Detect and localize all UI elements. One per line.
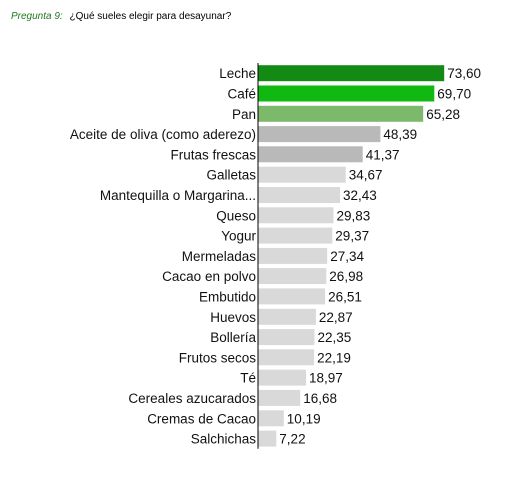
category-label: Cereales azucarados (128, 391, 256, 406)
value-label: 29,83 (337, 208, 371, 223)
category-label: Bollería (210, 330, 256, 345)
bar (258, 207, 334, 224)
category-label: Pan (232, 107, 256, 122)
bar (258, 389, 301, 406)
value-label: 73,60 (447, 66, 481, 81)
value-label: 22,19 (317, 350, 351, 365)
category-label: Salchichas (191, 432, 257, 447)
value-label: 65,28 (426, 107, 460, 122)
category-label: Mermeladas (182, 249, 257, 264)
category-label: Huevos (210, 310, 256, 325)
bar (258, 329, 315, 346)
value-label: 29,37 (335, 229, 369, 244)
value-label: 22,87 (319, 310, 353, 325)
bar (258, 146, 363, 163)
question-text: ¿Qué sueles elegir para desayunar? (69, 11, 232, 22)
bar (258, 430, 277, 447)
category-label: Leche (219, 66, 256, 81)
bar (258, 227, 333, 244)
value-label: 22,35 (318, 330, 352, 345)
value-label: 41,37 (366, 147, 400, 162)
bar (258, 166, 346, 183)
value-label: 34,67 (349, 168, 383, 183)
category-label: Cacao en polvo (162, 269, 256, 284)
category-label: Frutos secos (179, 350, 257, 365)
value-label: 16,68 (303, 391, 337, 406)
category-label: Galletas (206, 168, 256, 183)
bar (258, 187, 340, 203)
bar (258, 247, 328, 264)
category-label: Aceite de oliva (como aderezo) (70, 127, 256, 142)
value-label: 26,51 (328, 289, 362, 304)
value-label: 32,43 (343, 188, 377, 203)
category-label: Embutido (199, 289, 256, 304)
question-number: Pregunta 9: (11, 11, 63, 22)
bar (258, 308, 316, 325)
category-label: Mantequilla o Margarina... (100, 188, 256, 203)
question-header: Pregunta 9: ¿Qué sueles elegir para desa… (11, 11, 231, 22)
category-label: Té (240, 371, 256, 386)
bar-group: Leche 73,60 Café 69,70 Pan 65,28 Aceite de oli… (70, 65, 481, 447)
bar (258, 126, 381, 143)
value-label: 7,22 (279, 432, 305, 447)
category-label: Frutas frescas (170, 147, 256, 162)
bar (258, 105, 424, 122)
bar (258, 65, 445, 82)
bar (258, 85, 435, 102)
value-label: 48,39 (383, 127, 417, 142)
category-label: Yogur (221, 229, 256, 244)
bar (258, 268, 327, 285)
bar (258, 288, 326, 305)
category-label: Queso (216, 208, 256, 223)
bar (258, 349, 315, 366)
category-label: Café (227, 87, 256, 102)
value-label: 10,19 (287, 411, 321, 426)
bar (258, 410, 284, 427)
category-label: Cremas de Cacao (147, 411, 256, 426)
value-label: 27,34 (330, 249, 364, 264)
value-label: 26,98 (329, 269, 363, 284)
value-label: 18,97 (309, 371, 343, 386)
bar (258, 369, 306, 386)
value-label: 69,70 (437, 87, 471, 102)
